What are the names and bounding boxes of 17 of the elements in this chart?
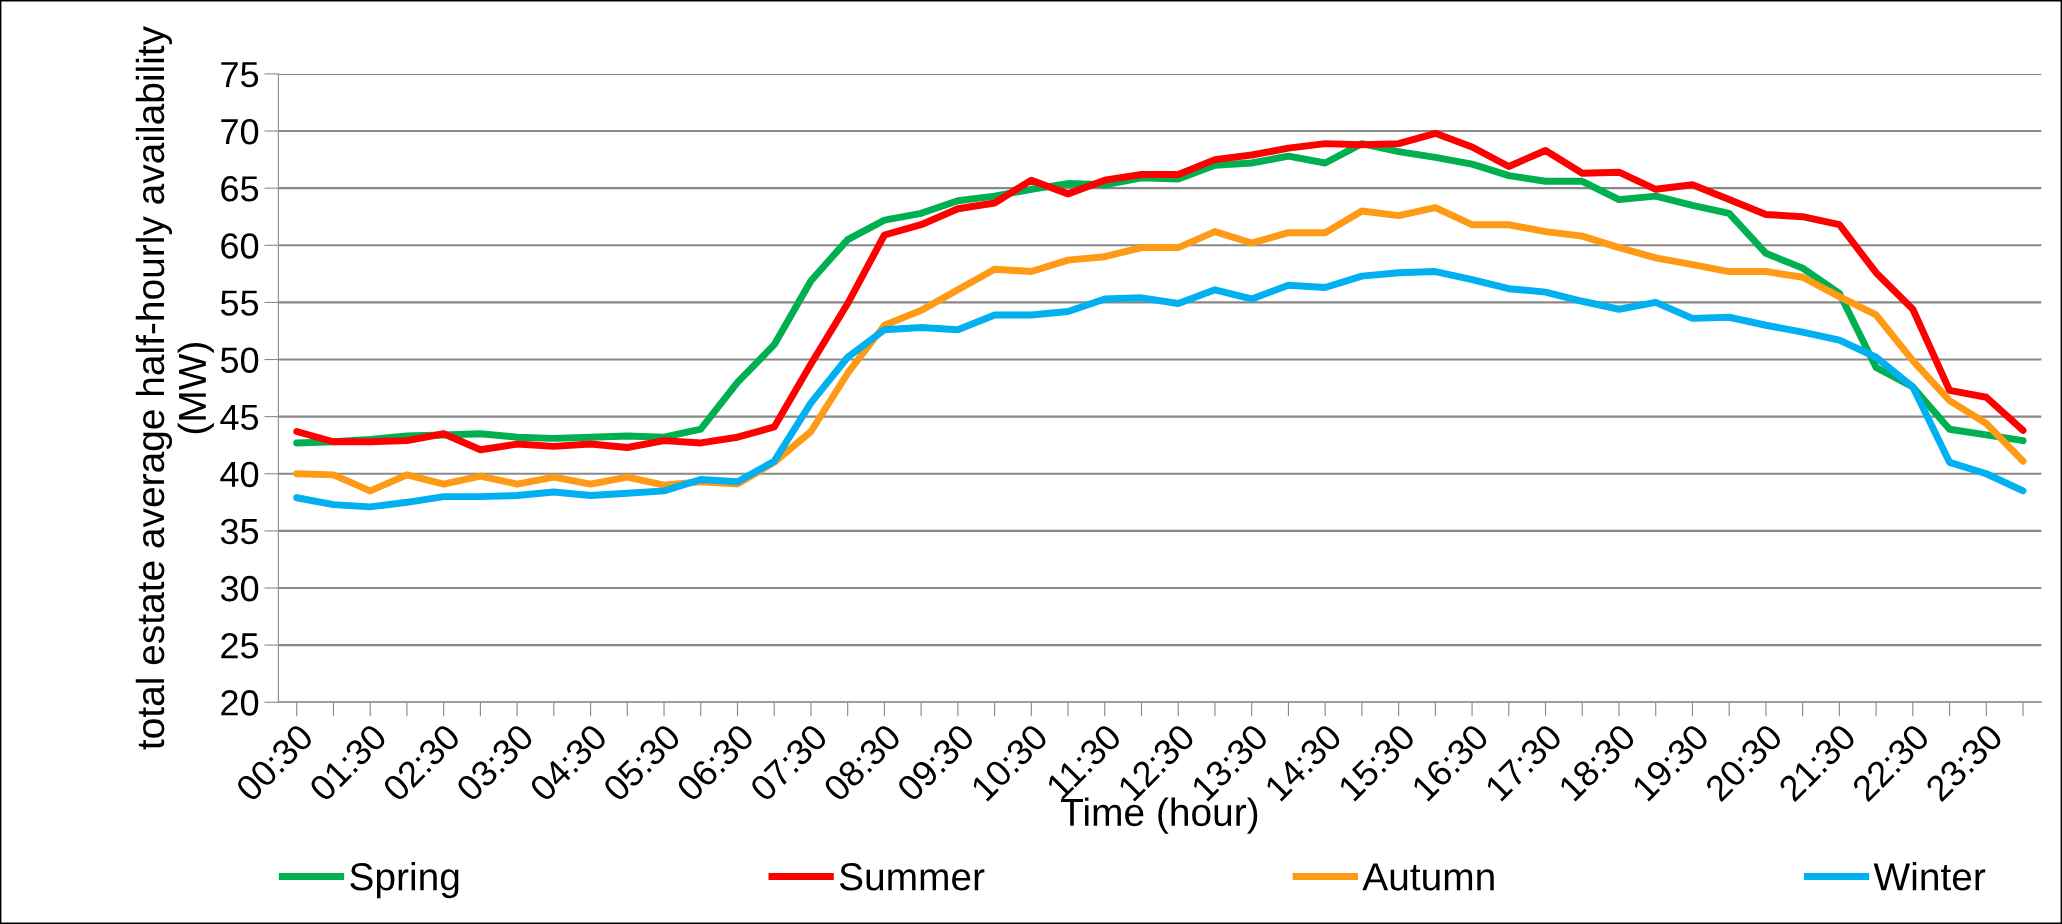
legend-label: Autumn: [1362, 863, 1494, 891]
y-tick-label: 20: [221, 690, 259, 716]
legend-label: Summer: [839, 863, 985, 891]
y-tick-label: 75: [221, 62, 259, 88]
y-tick-label: 70: [221, 118, 259, 145]
y-tick-label: 50: [220, 347, 259, 373]
legend-label: Spring: [350, 861, 459, 899]
y-tick-label: 40: [220, 461, 259, 488]
y-tick-label: 30: [220, 575, 259, 602]
legend-label: Winter: [1873, 861, 1986, 891]
y-axis-title: total estate average half-hourly availability (MW): [135, 26, 214, 750]
y-tick-label: 65: [221, 176, 259, 202]
y-tick-label: 25: [221, 632, 259, 659]
y-tick-label: 60: [221, 233, 259, 259]
y-tick-label: 45: [220, 404, 259, 431]
y-tick-label: 55: [220, 290, 259, 316]
y-tick-label: 35: [220, 518, 259, 545]
